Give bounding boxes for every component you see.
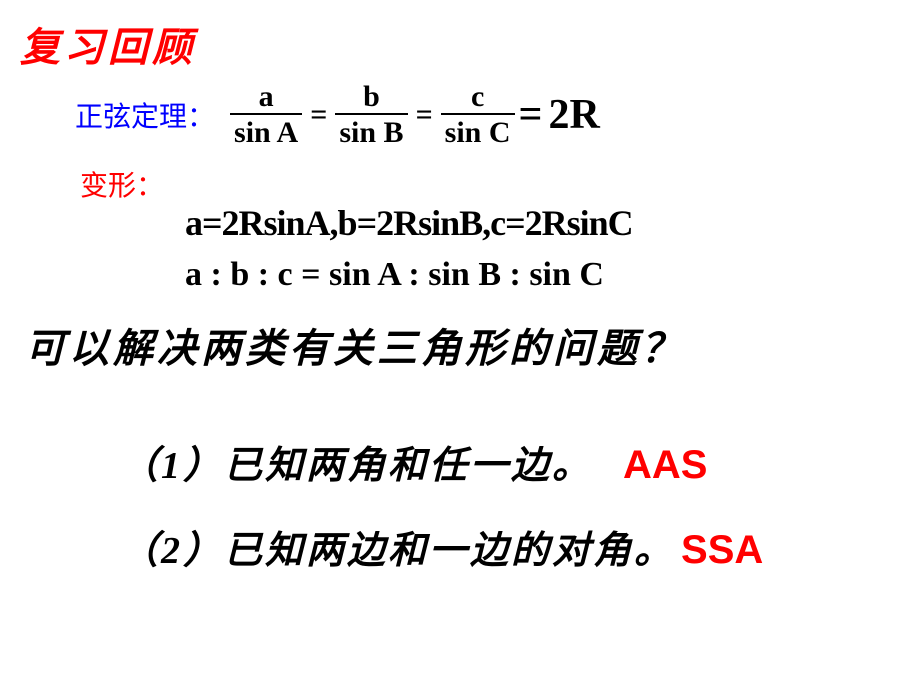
variation-label: 变形： <box>80 164 164 204</box>
frac-a: a sin A <box>230 81 302 148</box>
num-c: c <box>467 81 488 113</box>
theorem-label: 正弦定理： <box>75 95 215 135</box>
two-r: 2R <box>548 91 599 139</box>
slide-page: 复习回顾 正弦定理： a sin A = b sin B = c sin C =… <box>0 0 920 690</box>
eq1: = <box>310 98 327 132</box>
answers-block: （1）已知两角和任一边。 AAS （2）已知两边和一边的对角。 SSA <box>120 434 900 574</box>
eq2: = <box>416 98 433 132</box>
answer-row-1: （1）已知两角和任一边。 AAS <box>120 434 900 489</box>
theorem-formula: a sin A = b sin B = c sin C = 2R <box>230 81 600 148</box>
den-sinA: sin A <box>230 113 302 149</box>
answer1-code: AAS <box>623 443 707 488</box>
num-b: b <box>359 81 384 113</box>
answer1-text: （1）已知两角和任一边。 <box>120 434 593 489</box>
answer2-code: SSA <box>681 528 763 573</box>
theorem-row: 正弦定理： a sin A = b sin B = c sin C = 2R <box>75 81 900 148</box>
variation-line2: a : b : c = sin A : sin B : sin C <box>185 256 900 294</box>
eq3: = <box>519 91 543 139</box>
num-a: a <box>255 81 278 113</box>
frac-c: c sin C <box>441 81 515 148</box>
review-title: 复习回顾 <box>20 15 900 73</box>
question-text: 可以解决两类有关三角形的问题？ <box>25 316 900 374</box>
frac-b: b sin B <box>335 81 407 148</box>
answer2-text: （2）已知两边和一边的对角。 <box>120 519 675 574</box>
den-sinC: sin C <box>441 113 515 149</box>
variation-block: 变形： a=2RsinA,b=2RsinB,c=2RsinC a : b : c… <box>20 152 900 294</box>
variation-line1: a=2RsinA,b=2RsinB,c=2RsinC <box>185 202 900 244</box>
den-sinB: sin B <box>335 113 407 149</box>
answer-row-2: （2）已知两边和一边的对角。 SSA <box>120 519 900 574</box>
